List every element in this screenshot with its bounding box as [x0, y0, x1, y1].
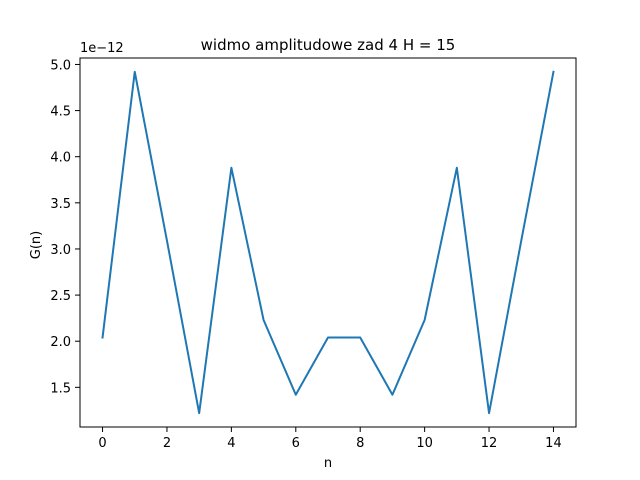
y-tick-label: 2.5	[50, 289, 71, 304]
y-axis-offset-label: 1e−12	[80, 41, 124, 56]
axes-frame	[79, 57, 577, 428]
y-tick-label: 2.0	[50, 335, 71, 350]
y-tick-label: 4.5	[50, 105, 71, 120]
y-tick-label: 5.0	[50, 58, 71, 73]
x-tick-label: 6	[292, 436, 300, 451]
x-tick-label: 8	[356, 436, 364, 451]
x-tick-label: 12	[481, 436, 498, 451]
x-tick-label: 0	[98, 436, 106, 451]
y-tick-label: 3.5	[50, 197, 71, 212]
plot-area: 0 2 4 6 8 10 12 14 1.5 2.0 2.5 3.0 3.5 4.0 4.5 5.0	[50, 57, 577, 451]
y-tick-label: 4.0	[50, 151, 71, 166]
y-axis-label: G(n)	[29, 231, 44, 259]
series-line	[101, 70, 555, 415]
chart-title: widmo amplitudowe zad 4 H = 15	[201, 36, 456, 54]
x-tick-label: 2	[163, 436, 171, 451]
y-tick-label: 3.0	[50, 243, 71, 258]
y-tick-label: 1.5	[50, 381, 71, 396]
x-tick-label: 10	[416, 436, 433, 451]
x-tick-label: 4	[227, 436, 235, 451]
x-axis-label: n	[324, 456, 332, 471]
x-tick-label: 14	[545, 436, 562, 451]
